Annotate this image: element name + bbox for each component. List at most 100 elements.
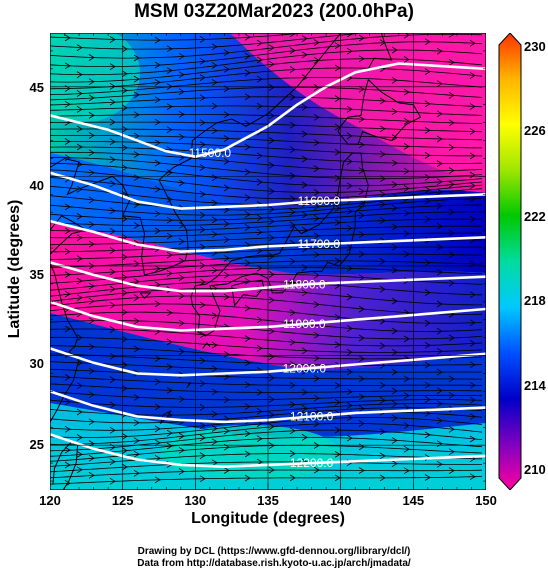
streamline-arrow (403, 422, 410, 429)
streamline-arrow (301, 74, 308, 81)
streamline-arrow (133, 437, 140, 445)
streamline-arrow (178, 257, 185, 265)
streamline-arrow (301, 181, 308, 189)
streamline-arrow (358, 393, 365, 401)
streamline (50, 260, 483, 276)
streamline-arrow (88, 221, 95, 228)
credit-data: Data from http://database.rish.kyoto-u.a… (137, 558, 411, 569)
contour-label: 11900.0 (283, 317, 326, 331)
streamline-arrow (358, 212, 365, 219)
streamline-arrow (76, 71, 83, 78)
streamline-arrow (334, 95, 341, 102)
streamline-arrow (88, 112, 95, 119)
streamline-arrow (121, 463, 128, 471)
streamline-arrow (448, 33, 455, 38)
streamline-arrow (268, 112, 275, 120)
streamline-arrow (109, 477, 116, 485)
streamline-arrow (313, 354, 320, 362)
contour-label: 11600.0 (298, 194, 341, 208)
streamline-arrow (211, 62, 218, 69)
streamline-arrow (88, 169, 95, 177)
streamline-arrow (166, 196, 173, 203)
streamline-arrow (256, 75, 263, 83)
streamline (50, 417, 483, 438)
streamline-arrow (244, 52, 251, 60)
streamline-arrow (256, 247, 263, 255)
streamline (50, 121, 483, 133)
streamline-arrow (313, 139, 320, 147)
streamline-arrow (154, 281, 161, 289)
streamline-arrow (154, 118, 161, 126)
streamline (50, 345, 483, 360)
streamline-arrow (469, 291, 476, 299)
streamline-arrow (301, 51, 308, 59)
streamline-arrow (403, 209, 410, 217)
streamline-arrow (268, 206, 275, 213)
streamline (50, 280, 483, 297)
streamline-arrow (223, 271, 230, 279)
streamline-arrow (166, 45, 173, 53)
streamline-arrow (391, 159, 398, 167)
streamline-arrow (436, 222, 443, 230)
streamline-arrow (154, 96, 161, 104)
map-plot: 11500.0 11600.0 11700.0 11800.0 11900.0 12000… (50, 33, 486, 490)
streamline-arrow (301, 226, 308, 234)
colorbar-tick-label: 218 (524, 293, 546, 308)
streamline-arrow (289, 93, 296, 101)
streamline-arrow (244, 143, 251, 151)
streamline-arrow (358, 115, 365, 123)
streamline-arrow (121, 273, 128, 281)
streamline-arrow (346, 402, 353, 409)
streamline-arrow (256, 102, 263, 110)
streamline-arrow (289, 66, 296, 73)
streamline-arrow (166, 169, 173, 176)
streamline-arrow (379, 317, 386, 325)
streamline (50, 77, 483, 96)
streamline-arrow (121, 70, 128, 78)
streamline-arrow (358, 375, 365, 383)
streamline-arrow (334, 451, 341, 458)
streamline (50, 141, 482, 157)
streamline-arrow (76, 106, 83, 113)
streamline-arrow (346, 414, 353, 421)
colorbar (498, 33, 522, 490)
streamline-arrow (154, 79, 161, 86)
streamline-arrow (403, 117, 410, 125)
streamline-arrow (256, 389, 263, 396)
streamline-arrow (469, 171, 476, 179)
streamline-arrow (223, 49, 230, 57)
streamline-arrow (424, 38, 431, 46)
streamline-arrow (289, 450, 296, 457)
streamline-arrow (76, 185, 83, 193)
streamline-arrow (64, 62, 71, 70)
streamline-arrow (211, 127, 218, 135)
streamline-arrow (133, 469, 140, 477)
streamline-arrow (133, 450, 140, 458)
streamline-arrow (391, 76, 398, 84)
streamline-arrow (391, 387, 398, 395)
streamline-arrow (424, 319, 431, 327)
streamline-arrow (379, 452, 386, 460)
streamline-arrow (64, 227, 71, 235)
streamline-arrow (346, 244, 353, 252)
x-tick-label: 130 (184, 493, 207, 508)
streamline-arrow (289, 474, 296, 482)
streamline-arrow (76, 466, 83, 474)
streamline-arrow (88, 78, 95, 86)
streamline-arrow (391, 327, 398, 335)
streamline-arrow (289, 208, 296, 216)
x-tick-label: 145 (402, 493, 425, 508)
streamline-arrow (211, 216, 218, 224)
streamline-arrow (379, 175, 386, 183)
streamline-arrow (199, 475, 206, 483)
y-tick-label: 35 (29, 267, 44, 282)
streamline-arrow (199, 357, 206, 365)
y-tick-label: 40 (29, 178, 44, 193)
streamline-arrow (334, 148, 341, 156)
streamline-arrow (334, 205, 341, 212)
streamline (50, 267, 483, 284)
streamline-arrow (76, 359, 83, 367)
streamline-arrow (313, 165, 320, 172)
streamline-arrow (346, 293, 353, 301)
x-tick-label: 125 (111, 493, 134, 508)
